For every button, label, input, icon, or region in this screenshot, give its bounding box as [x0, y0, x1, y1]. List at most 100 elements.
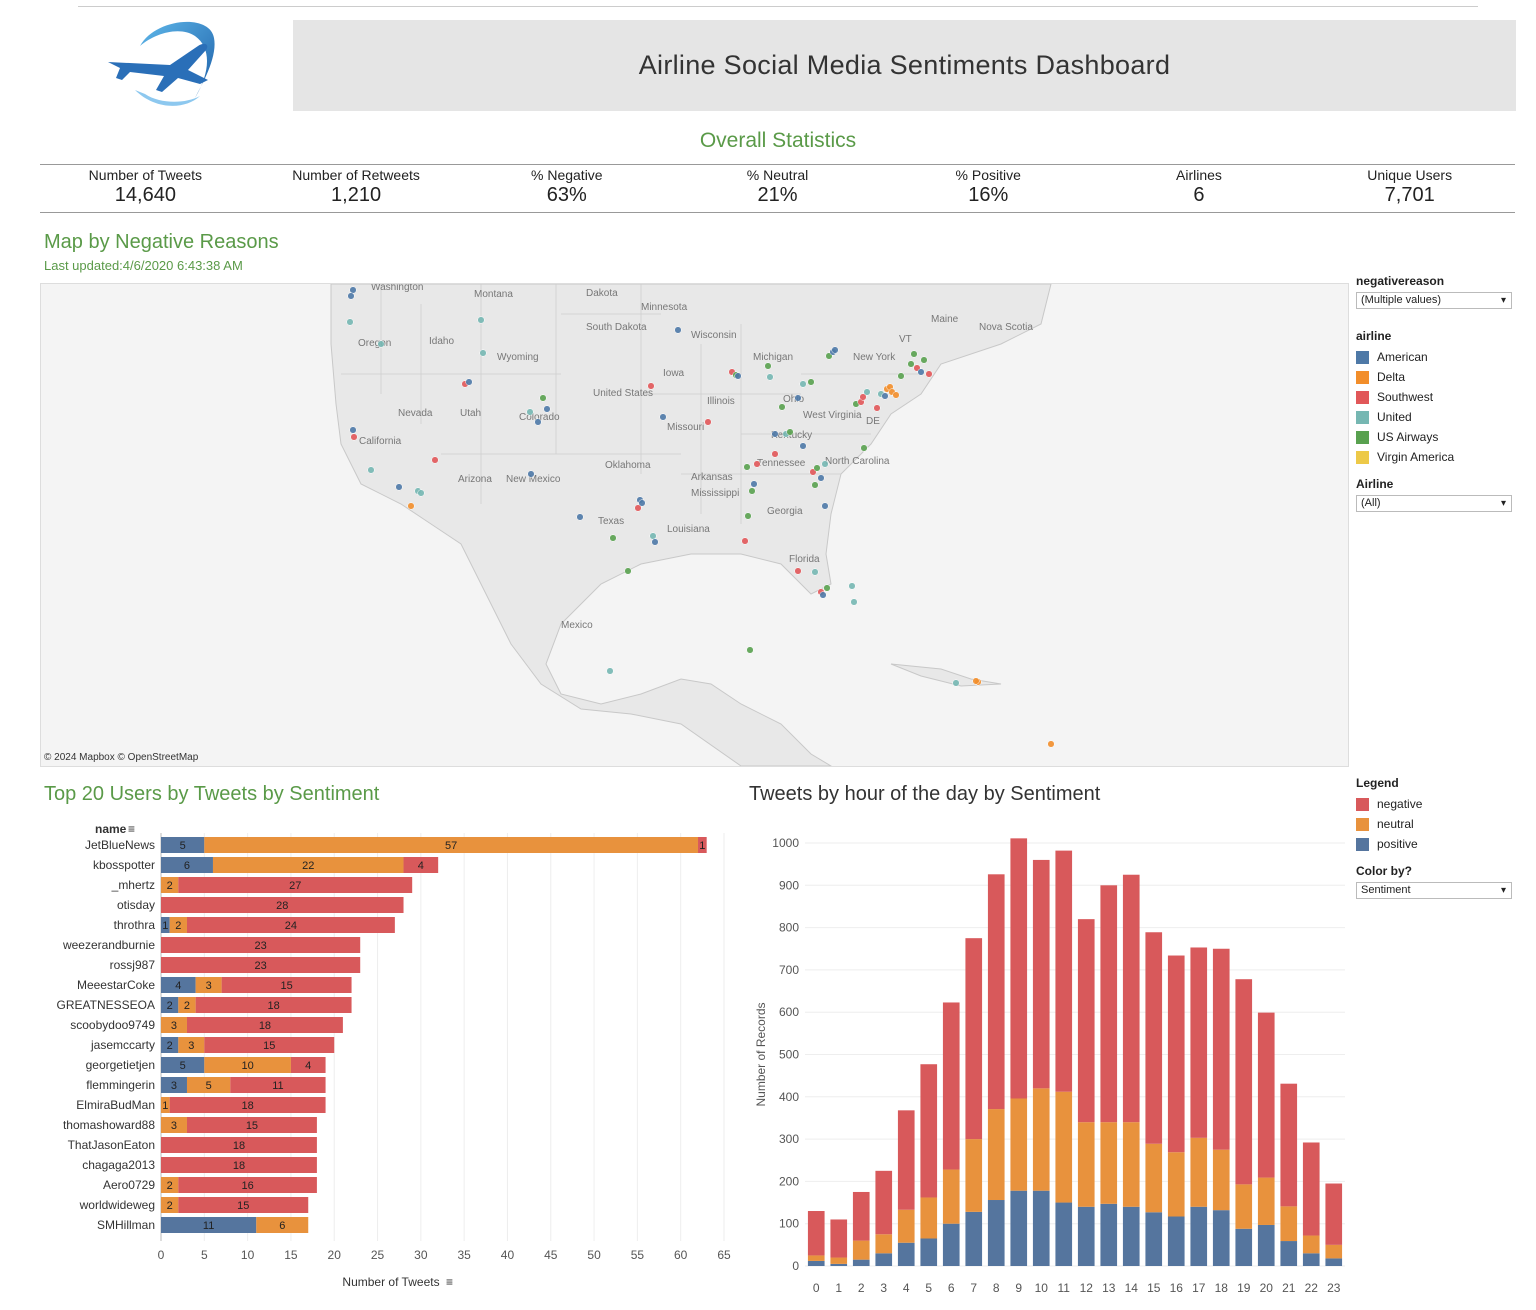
map-point[interactable]	[746, 646, 754, 654]
map-point[interactable]	[817, 474, 825, 482]
bar-segment-negative[interactable]	[1235, 979, 1253, 1185]
airline-legend-item[interactable]: US Airways	[1356, 427, 1454, 447]
bar-segment-negative[interactable]	[161, 937, 361, 953]
bar-segment-neutral[interactable]	[1190, 1137, 1208, 1207]
bar-segment-positive[interactable]	[1280, 1241, 1298, 1266]
bar-segment-positive[interactable]	[807, 1260, 825, 1266]
bar-segment-neutral[interactable]	[178, 997, 196, 1013]
sentiment-legend-item[interactable]: neutral	[1356, 814, 1422, 834]
map-point[interactable]	[811, 568, 819, 576]
bar-segment-negative[interactable]	[1010, 838, 1028, 1099]
bar-segment-neutral[interactable]	[852, 1240, 870, 1260]
map-point[interactable]	[741, 537, 749, 545]
bar-segment-positive[interactable]	[897, 1242, 915, 1266]
bar-segment-negative[interactable]	[1167, 955, 1185, 1153]
map-point[interactable]	[799, 380, 807, 388]
map-point[interactable]	[346, 318, 354, 326]
bar-segment-negative[interactable]	[1145, 932, 1163, 1144]
map-point[interactable]	[606, 667, 614, 675]
bar-segment-neutral[interactable]	[195, 977, 222, 993]
bar-segment-positive[interactable]	[161, 1217, 257, 1233]
bar-segment-negative[interactable]	[1280, 1083, 1298, 1207]
map-point[interactable]	[534, 418, 542, 426]
map-point[interactable]	[910, 350, 918, 358]
map-point[interactable]	[764, 362, 772, 370]
map-point[interactable]	[897, 372, 905, 380]
map-view[interactable]: Washington Montana Dakota Minnesota Oregon Id…	[40, 283, 1349, 767]
bar-segment-positive[interactable]	[987, 1200, 1005, 1266]
bar-segment-negative[interactable]	[1055, 850, 1073, 1092]
map-point[interactable]	[819, 591, 827, 599]
map-point[interactable]	[881, 392, 889, 400]
bar-segment-positive[interactable]	[852, 1259, 870, 1266]
airline-legend-item[interactable]: Delta	[1356, 367, 1454, 387]
bar-segment-neutral[interactable]	[186, 1077, 231, 1093]
bar-segment-neutral[interactable]	[1167, 1152, 1185, 1217]
bar-segment-positive[interactable]	[161, 1037, 179, 1053]
bar-segment-positive[interactable]	[161, 1057, 205, 1073]
bar-segment-negative[interactable]	[161, 957, 361, 973]
bar-segment-negative[interactable]	[830, 1219, 848, 1258]
map-point[interactable]	[873, 404, 881, 412]
bar-segment-neutral[interactable]	[1235, 1184, 1253, 1229]
bar-segment-positive[interactable]	[1190, 1206, 1208, 1266]
bar-segment-positive[interactable]	[161, 1077, 187, 1093]
map-point[interactable]	[624, 567, 632, 575]
bar-segment-negative[interactable]	[942, 1002, 960, 1170]
map-point[interactable]	[748, 487, 756, 495]
bar-segment-neutral[interactable]	[1280, 1206, 1298, 1242]
bar-segment-positive[interactable]	[830, 1263, 848, 1266]
bar-segment-negative[interactable]	[161, 1157, 317, 1173]
bar-segment-negative[interactable]	[186, 917, 395, 933]
bar-segment-neutral[interactable]	[1212, 1149, 1230, 1211]
bar-segment-negative[interactable]	[1302, 1142, 1320, 1236]
map-point[interactable]	[863, 388, 871, 396]
bar-segment-neutral[interactable]	[987, 1109, 1005, 1201]
map-point[interactable]	[753, 460, 761, 468]
map-point[interactable]	[794, 567, 802, 575]
bar-segment-neutral[interactable]	[256, 1217, 309, 1233]
bar-segment-negative[interactable]	[1190, 947, 1208, 1138]
bar-segment-negative[interactable]	[221, 977, 352, 993]
map-point[interactable]	[1047, 740, 1055, 748]
bar-segment-negative[interactable]	[920, 1064, 938, 1198]
bar-segment-negative[interactable]	[230, 1077, 326, 1093]
bar-segment-positive[interactable]	[942, 1223, 960, 1266]
bar-segment-positive[interactable]	[1077, 1206, 1095, 1266]
map-point[interactable]	[377, 340, 385, 348]
map-point[interactable]	[395, 483, 403, 491]
map-point[interactable]	[543, 405, 551, 413]
map-point[interactable]	[811, 481, 819, 489]
map-point[interactable]	[431, 456, 439, 464]
map-point[interactable]	[799, 442, 807, 450]
bar-segment-negative[interactable]	[195, 997, 352, 1013]
map-point[interactable]	[349, 286, 357, 294]
bar-segment-neutral[interactable]	[161, 1097, 170, 1113]
bar-segment-neutral[interactable]	[942, 1169, 960, 1224]
bar-segment-neutral[interactable]	[1302, 1235, 1320, 1254]
bar-segment-negative[interactable]	[1257, 1012, 1275, 1178]
bar-segment-positive[interactable]	[1145, 1212, 1163, 1266]
bar-segment-negative[interactable]	[987, 874, 1005, 1110]
map-point[interactable]	[367, 466, 375, 474]
map-point[interactable]	[674, 326, 682, 334]
map-point[interactable]	[850, 598, 858, 606]
map-point[interactable]	[539, 394, 547, 402]
bar-segment-neutral[interactable]	[875, 1234, 893, 1254]
map-point[interactable]	[786, 428, 794, 436]
bar-segment-positive[interactable]	[161, 837, 205, 853]
bar-segment-neutral[interactable]	[161, 1017, 187, 1033]
airline-dropdown[interactable]: (All)	[1356, 495, 1512, 512]
map-point[interactable]	[813, 464, 821, 472]
bar-segment-negative[interactable]	[1077, 919, 1095, 1123]
airline-legend-item[interactable]: American	[1356, 347, 1454, 367]
map-point[interactable]	[821, 460, 829, 468]
bar-segment-negative[interactable]	[1100, 885, 1118, 1123]
sort-icon[interactable]: ≡	[446, 1275, 453, 1289]
map-point[interactable]	[848, 582, 856, 590]
bar-segment-neutral[interactable]	[920, 1197, 938, 1239]
map-point[interactable]	[651, 538, 659, 546]
bar-segment-positive[interactable]	[1055, 1202, 1073, 1266]
airline-legend-item[interactable]: Southwest	[1356, 387, 1454, 407]
map-point[interactable]	[794, 394, 802, 402]
